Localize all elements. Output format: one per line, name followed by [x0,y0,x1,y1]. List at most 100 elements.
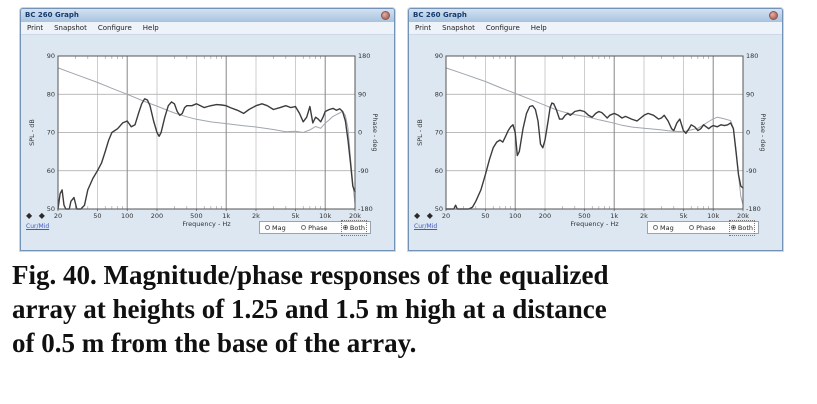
series-phase [445,67,744,206]
radio-label: Phase [696,223,716,232]
svg-text:-90: -90 [358,167,369,175]
svg-text:SPL - dB: SPL - dB [416,119,424,146]
svg-text:180: 180 [746,52,758,60]
svg-text:0: 0 [358,129,362,137]
window-title: BC 260 Graph [25,11,79,19]
cursor-arrows-icon[interactable]: ◆ ◆ [414,211,435,220]
svg-text:50: 50 [93,212,101,220]
svg-text:20k: 20k [737,212,749,220]
svg-text:Frequency - Hz: Frequency - Hz [570,220,619,228]
menubar: Print Snapshot Configure Help [21,22,394,35]
radio-circle-icon [689,225,695,230]
svg-text:90: 90 [746,90,754,98]
radio-circle-icon [301,225,307,230]
graph-window-1: BC 260 Graph Print Snapshot Configure He… [20,8,395,251]
svg-text:1k: 1k [222,212,230,220]
caption-line: Fig. 40. Magnitude/phase responses of th… [12,260,609,290]
svg-text:200: 200 [151,212,163,220]
radio-label: Both [349,223,365,232]
radio-phase[interactable]: Phase [689,222,716,234]
svg-text:10k: 10k [707,212,719,220]
radio-label: Phase [308,223,328,232]
menu-help[interactable]: Help [142,24,159,32]
svg-text:Frequency - Hz: Frequency - Hz [182,220,231,228]
titlebar[interactable]: BC 260 Graph [21,9,394,22]
svg-text:SPL - dB: SPL - dB [28,119,36,146]
svg-text:70: 70 [435,129,443,137]
svg-text:20k: 20k [349,212,361,220]
close-icon[interactable] [381,11,390,20]
caption-line: of 0.5 m from the base of the array. [12,328,417,358]
menu-print[interactable]: Print [415,24,432,32]
close-icon[interactable] [769,11,778,20]
svg-text:Phase - deg: Phase - deg [759,113,767,151]
menu-snapshot[interactable]: Snapshot [442,24,475,32]
radio-label: Mag [272,223,286,232]
svg-text:50: 50 [47,205,55,213]
svg-text:100: 100 [509,212,521,220]
svg-text:2k: 2k [252,212,260,220]
radio-both[interactable]: Both [340,219,368,236]
menu-snapshot[interactable]: Snapshot [54,24,87,32]
svg-text:5k: 5k [291,212,299,220]
radio-circle-icon [653,225,658,230]
svg-text:60: 60 [47,167,55,175]
series-magnitude [445,102,744,210]
svg-text:100: 100 [121,212,133,220]
svg-text:50: 50 [435,205,443,213]
svg-text:Phase - deg: Phase - deg [371,113,379,151]
svg-text:90: 90 [358,90,366,98]
svg-text:10k: 10k [319,212,331,220]
window-title: BC 260 Graph [413,11,467,19]
radio-both[interactable]: Both [728,219,756,236]
caption-line: array at heights of 1.25 and 1.5 m high … [12,294,607,324]
radio-label: Mag [660,223,674,232]
svg-text:20: 20 [54,212,62,220]
svg-text:0: 0 [746,129,750,137]
svg-text:20: 20 [442,212,450,220]
menu-print[interactable]: Print [27,24,44,32]
graph-window-2: BC 260 Graph Print Snapshot Configure He… [408,8,783,251]
window-body: 50 60 70 80 90 -180 -90 0 90 180 20 50 100 200 500 1k 2k… [409,35,782,248]
menu-help[interactable]: Help [530,24,547,32]
series-magnitude [57,98,356,210]
svg-text:90: 90 [435,52,443,60]
radio-circle-icon [265,225,270,230]
figure-caption: Fig. 40. Magnitude/phase responses of th… [12,258,609,360]
trace-mode-group: Mag Phase Both [259,219,371,236]
cursor-status-link[interactable]: Cur/Mid [26,223,50,230]
svg-text:500: 500 [578,212,590,220]
svg-text:5k: 5k [679,212,687,220]
svg-text:90: 90 [47,52,55,60]
titlebar[interactable]: BC 260 Graph [409,9,782,22]
svg-text:60: 60 [435,167,443,175]
svg-text:50: 50 [481,212,489,220]
menubar: Print Snapshot Configure Help [409,22,782,35]
svg-text:80: 80 [47,90,55,98]
menu-configure[interactable]: Configure [97,24,132,32]
radio-mag[interactable]: Mag [265,222,286,234]
menu-configure[interactable]: Configure [485,24,520,32]
svg-text:-180: -180 [358,205,373,213]
svg-text:500: 500 [190,212,202,220]
cursor-status-link[interactable]: Cur/Mid [414,223,438,230]
radio-mag[interactable]: Mag [653,222,674,234]
svg-text:200: 200 [539,212,551,220]
svg-text:-180: -180 [746,205,761,213]
cursor-arrows-icon[interactable]: ◆ ◆ [26,211,47,220]
window-body: 50 60 70 80 90 -180 -90 0 90 180 20 50 100 200 500 1k 2k… [21,35,394,248]
trace-mode-group: Mag Phase Both [647,219,759,236]
svg-text:2k: 2k [640,212,648,220]
svg-text:70: 70 [47,129,55,137]
radio-circle-icon [342,225,348,230]
svg-text:180: 180 [358,52,370,60]
svg-text:1k: 1k [610,212,618,220]
svg-text:80: 80 [435,90,443,98]
radio-label: Both [737,223,753,232]
radio-phase[interactable]: Phase [301,222,328,234]
svg-text:-90: -90 [746,167,757,175]
radio-circle-icon [730,225,736,230]
